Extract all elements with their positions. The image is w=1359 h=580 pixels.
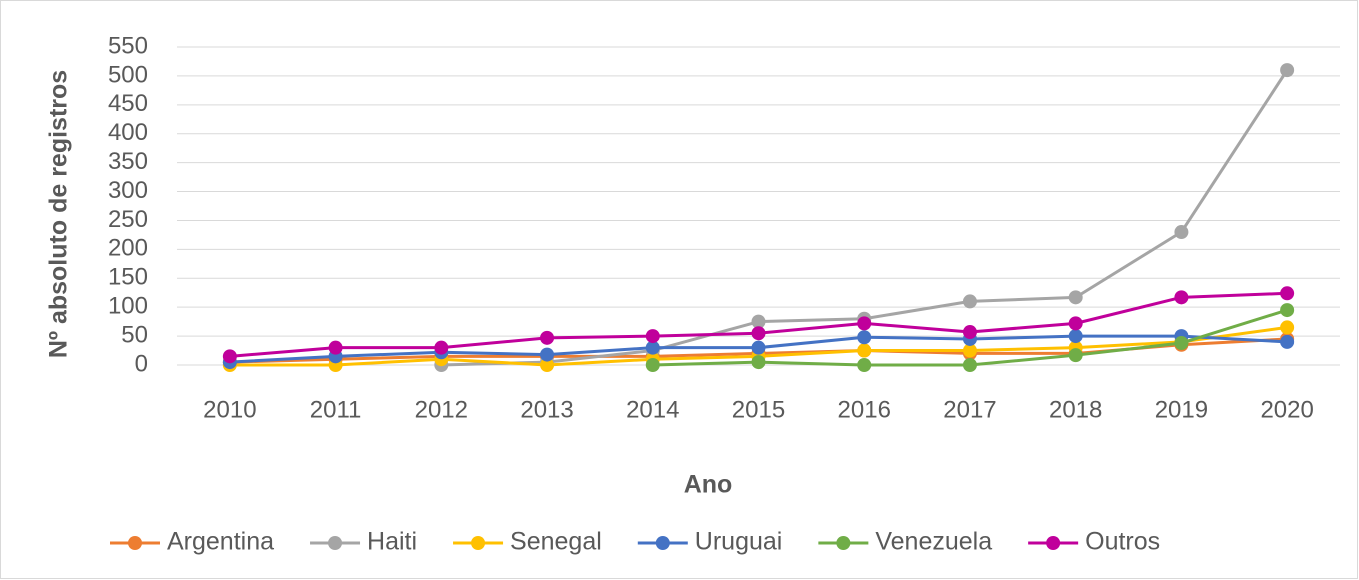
data-point — [434, 340, 449, 355]
y-tick-label: 100 — [108, 293, 148, 320]
data-point — [1068, 316, 1083, 331]
data-point — [328, 340, 343, 355]
data-point — [1280, 320, 1295, 335]
data-point — [1068, 329, 1083, 344]
legend-marker — [328, 536, 343, 550]
legend-marker — [836, 536, 851, 550]
data-point — [962, 325, 977, 340]
data-point — [962, 343, 977, 358]
y-axis-title: Nº absoluto de registros — [45, 70, 73, 358]
data-point — [962, 358, 977, 372]
legend-marker — [1046, 536, 1061, 550]
data-point — [962, 294, 977, 309]
data-point — [1174, 225, 1189, 240]
x-tick-label: 2018 — [1049, 396, 1102, 423]
data-point — [751, 314, 766, 329]
x-tick-label: 2012 — [415, 396, 468, 423]
legend-marker — [471, 536, 486, 550]
x-tick-label: 2019 — [1155, 396, 1208, 423]
legend-label: Venezuela — [875, 528, 992, 556]
legend-label: Argentina — [167, 528, 274, 556]
data-point — [1068, 290, 1083, 305]
data-point — [1280, 286, 1295, 301]
data-point — [645, 329, 660, 344]
y-tick-label: 50 — [121, 321, 148, 348]
y-tick-label: 250 — [108, 206, 148, 233]
x-tick-label: 2014 — [626, 396, 679, 423]
data-point — [751, 355, 766, 370]
x-tick-label: 2020 — [1260, 396, 1313, 423]
legend-label: Haiti — [367, 528, 417, 556]
y-tick-label: 550 — [108, 32, 148, 59]
x-tick-label: 2017 — [943, 396, 996, 423]
data-point — [540, 330, 555, 345]
y-tick-label: 200 — [108, 235, 148, 262]
data-point — [857, 343, 872, 358]
data-point — [1280, 334, 1295, 349]
data-point — [751, 340, 766, 355]
x-tick-label: 2016 — [838, 396, 891, 423]
data-point — [857, 358, 872, 372]
data-point — [540, 347, 555, 362]
data-point — [1068, 348, 1083, 363]
y-tick-label: 300 — [108, 177, 148, 204]
x-tick-label: 2010 — [203, 396, 256, 423]
legend-marker — [655, 536, 670, 550]
y-tick-label: 400 — [108, 119, 148, 146]
y-tick-label: 450 — [108, 90, 148, 117]
data-point — [857, 330, 872, 345]
data-point — [751, 326, 766, 341]
y-tick-label: 150 — [108, 264, 148, 291]
y-tick-label: 350 — [108, 148, 148, 175]
legend-marker — [128, 536, 142, 550]
data-point — [1174, 290, 1189, 305]
data-point — [222, 349, 237, 364]
data-point — [645, 340, 660, 355]
x-tick-label: 2011 — [310, 396, 362, 423]
x-tick-label: 2015 — [732, 396, 785, 423]
data-point — [1280, 303, 1295, 318]
legend-label: Uruguai — [695, 528, 783, 556]
y-tick-label: 500 — [108, 61, 148, 88]
legend-label: Senegal — [510, 528, 602, 556]
x-tick-label: 2013 — [520, 396, 573, 423]
x-axis-title: Ano — [684, 471, 733, 499]
legend-label: Outros — [1085, 528, 1160, 556]
data-point — [540, 358, 555, 372]
data-point — [645, 358, 660, 372]
data-point — [1280, 63, 1295, 78]
y-tick-label: 0 — [135, 350, 148, 377]
data-point — [857, 316, 872, 331]
data-point — [1174, 336, 1189, 351]
